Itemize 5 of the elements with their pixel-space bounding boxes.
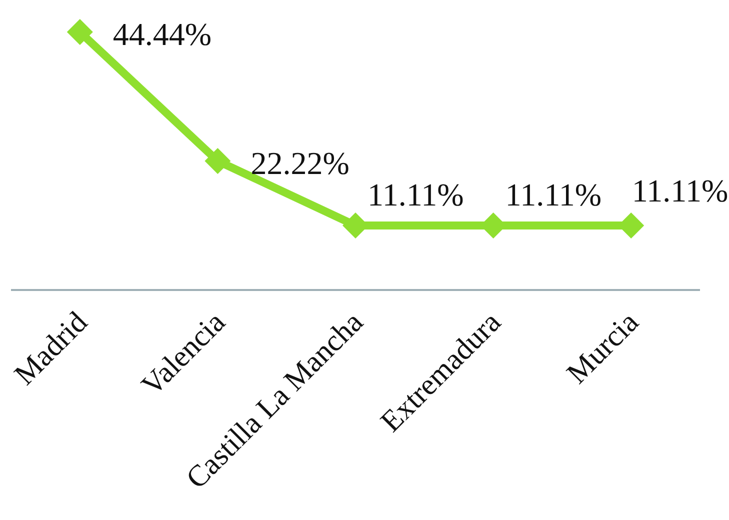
data-label: 22.22% — [250, 145, 350, 181]
data-label: 11.11% — [632, 172, 728, 208]
data-label: 44.44% — [112, 16, 212, 52]
data-label: 11.11% — [368, 176, 464, 212]
data-label: 11.11% — [505, 176, 602, 212]
